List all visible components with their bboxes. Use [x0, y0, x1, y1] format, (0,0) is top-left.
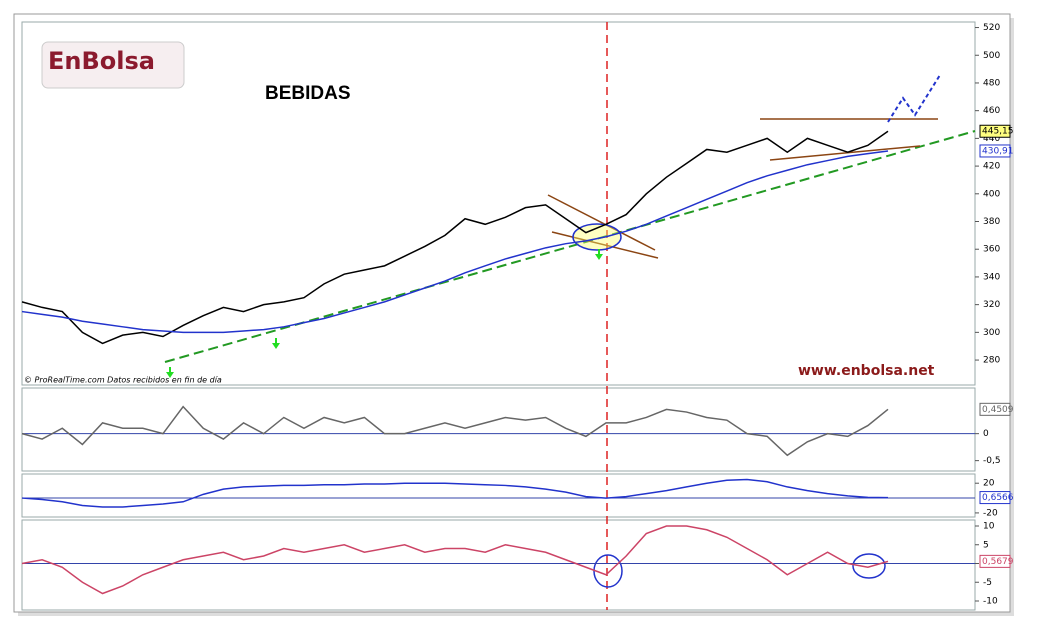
series-line [21, 405, 889, 457]
panel [21, 21, 976, 386]
projection-arrow [887, 74, 941, 123]
y-tick-label: 480 [983, 78, 1000, 88]
panels [21, 21, 976, 611]
y-tick-label: 520 [983, 23, 1000, 33]
series-line [21, 150, 889, 334]
credit: © ProRealTime.com Datos recibidos en fin… [24, 376, 222, 385]
last-value-box [979, 554, 1011, 568]
y-tick-label: 360 [983, 245, 1000, 255]
last-value-label: 0,5679 [982, 557, 1014, 567]
y-tick-label: 460 [983, 106, 1000, 116]
y-tick-label: 500 [983, 51, 1000, 61]
y-tick-label: 20 [983, 479, 995, 489]
last-value-box [979, 402, 1011, 416]
highlight [852, 553, 886, 579]
last-value-box [979, 144, 1011, 158]
website: www.enbolsa.net [798, 363, 935, 379]
y-tick-label: 280 [983, 356, 1000, 366]
y-tick-label: 420 [983, 162, 1000, 172]
buy-arrows [166, 249, 603, 378]
last-value-label: 430,91 [982, 146, 1014, 156]
support-line [769, 145, 921, 161]
series-line [21, 525, 889, 595]
y-tick-label: -10 [983, 597, 998, 607]
series-line [21, 130, 889, 345]
last-value-box [979, 124, 1011, 138]
last-value-label: 0,4509 [982, 405, 1014, 415]
frame [13, 13, 1011, 613]
panel [21, 519, 976, 611]
y-tick-label: -0,5 [983, 456, 1001, 466]
y-tick-label: 340 [983, 272, 1000, 282]
logo: EnBolsa [41, 41, 185, 89]
panel [21, 387, 976, 472]
wedge-line [547, 194, 656, 251]
series-line [21, 478, 889, 508]
y-tick-label: -20 [983, 508, 998, 518]
highlight [572, 223, 622, 251]
last-value-box [979, 491, 1011, 505]
y-tick-label: -5 [983, 578, 992, 588]
y-tick-label: 440 [983, 134, 1000, 144]
y-tick-label: 400 [983, 189, 1000, 199]
last-value-label: 0,6566 [982, 493, 1014, 503]
last-value-label: 445,15 [982, 127, 1014, 137]
y-tick-label: 10 [983, 522, 995, 532]
logo-text: EnBolsa [48, 47, 155, 75]
panel [21, 473, 976, 518]
wedge-line [551, 231, 659, 259]
y-tick-label: 300 [983, 328, 1000, 338]
y-tick-label: 320 [983, 300, 1000, 310]
logo-box [41, 41, 185, 89]
y-tick-label: 5 [983, 540, 989, 550]
y-tick-label: 380 [983, 217, 1000, 227]
chart-title: BEBIDAS [265, 83, 351, 104]
y-tick-label: 0 [983, 429, 989, 439]
